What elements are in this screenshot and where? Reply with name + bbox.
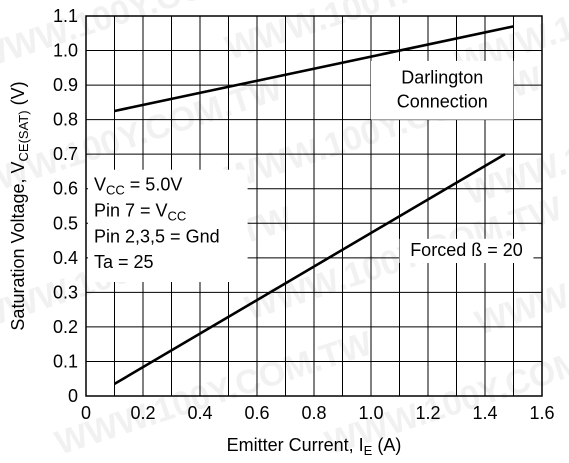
y-tick-label: 0.2 <box>53 317 78 337</box>
y-tick-label: 0.6 <box>53 179 78 199</box>
conditions-box-bg <box>88 169 248 282</box>
plot-lines <box>113 25 514 386</box>
y-tick-label: 0.3 <box>53 282 78 302</box>
x-tick-label: 1.6 <box>529 403 554 423</box>
x-tick-label: 1.2 <box>415 403 440 423</box>
x-tick-label: 0.8 <box>301 403 326 423</box>
condition-line: Pin 7 = VCC <box>94 200 186 223</box>
darlington-connection-line <box>114 25 514 113</box>
forced-beta-label-bg <box>399 238 534 263</box>
y-tick-labels: 0 0.1 0.2 0.3 0.4 0.5 0.6 0.7 0.8 0.9 1.0 1.1 <box>53 6 78 406</box>
x-tick-label: 0.6 <box>244 403 269 423</box>
x-tick-label: 0.4 <box>187 403 212 423</box>
darlington-label-line2: Connection <box>397 92 488 112</box>
forced-beta-label: Forced ß = 20 <box>410 240 523 260</box>
x-tick-label: 1.0 <box>358 403 383 423</box>
plot-frame <box>85 15 543 397</box>
x-tick-label: 1.4 <box>472 403 497 423</box>
y-tick-label: 0.7 <box>53 144 78 164</box>
y-tick-label: 0.1 <box>53 351 78 371</box>
darlington-label-bg <box>371 60 514 120</box>
condition-line: Pin 2,3,5 = Gnd <box>94 226 220 246</box>
x-tick-labels: 0 0.2 0.4 0.6 0.8 1.0 1.2 1.4 1.6 <box>81 403 555 423</box>
condition-line: Ta = 25 <box>94 252 154 272</box>
y-tick-label: 1.0 <box>53 41 78 61</box>
x-tick-label: 0 <box>81 403 91 423</box>
y-tick-label: 0.8 <box>53 110 78 130</box>
test-conditions: VCC = 5.0V Pin 7 = VCC Pin 2,3,5 = Gnd Ta =… <box>94 174 220 272</box>
y-tick-label: 0.9 <box>53 75 78 95</box>
x-tick-label: 0.2 <box>130 403 155 423</box>
x-axis-label: Emitter Current, IE (A) <box>227 435 402 458</box>
y-tick-label: 0.5 <box>53 213 78 233</box>
condition-line: VCC = 5.0V <box>94 174 182 197</box>
y-tick-label: 0.4 <box>53 248 78 268</box>
y-tick-label: 0 <box>68 386 78 406</box>
y-tick-label: 1.1 <box>53 6 78 26</box>
forced-beta-line <box>113 153 506 386</box>
y-axis-label: Saturation Voltage, VCE(SAT) (V) <box>8 81 31 330</box>
darlington-label-line1: Darlington <box>401 67 483 87</box>
